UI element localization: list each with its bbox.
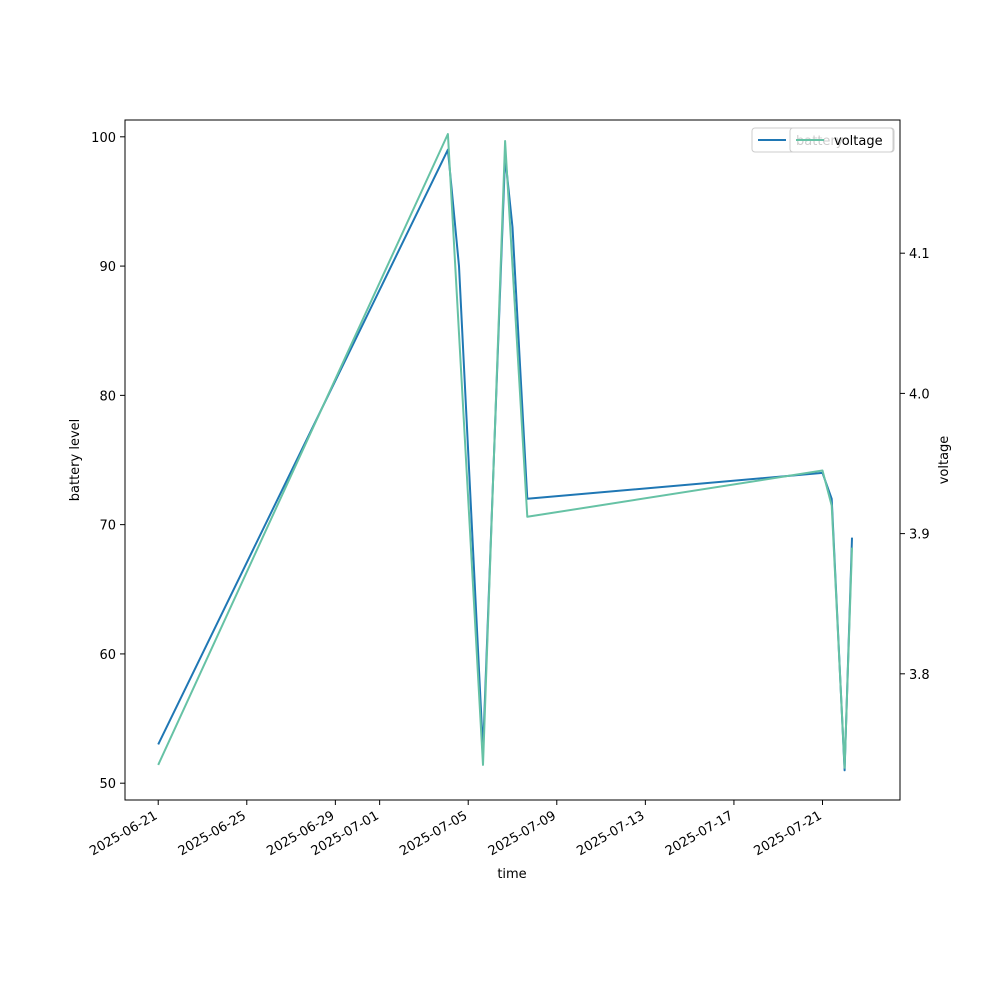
series-lines <box>157 133 853 772</box>
y2-tick-label: 4.1 <box>909 247 930 262</box>
y2-tick-label: 3.9 <box>909 528 930 543</box>
x-axis-label: time <box>497 867 526 882</box>
x-axis-ticks: 2025-06-21 2025-06-25 2025-06-292025-07-01… <box>87 800 825 859</box>
y-tick-label: 100 <box>91 131 116 146</box>
legend-box <box>789 127 894 153</box>
y-axis-label: battery level <box>68 419 83 502</box>
y-tick-label: 90 <box>99 260 116 275</box>
y2-tick-label: 4.0 <box>909 387 930 402</box>
x-tick-label: 2025-06-21 <box>87 808 160 859</box>
x-tick-label: 2025-07-17 <box>663 808 736 859</box>
x-tick-label: 2025-07-13 <box>574 808 647 859</box>
x-tick-label: 2025-07-09 <box>486 808 559 859</box>
x-tick-label: 2025-06-25 <box>176 808 249 859</box>
y-tick-label: 70 <box>99 519 116 534</box>
y-tick-label: 60 <box>99 648 116 663</box>
y2-axis-label: voltage <box>937 436 952 485</box>
x-tick-label: 2025-07-21 <box>752 808 825 859</box>
y-axis-ticks: 50 60 70 80 90 100 <box>91 131 125 792</box>
legend-label: voltage <box>834 134 883 149</box>
series-line-voltage <box>157 133 853 769</box>
y2-tick-label: 3.8 <box>909 668 930 683</box>
y-tick-label: 50 <box>99 777 116 792</box>
y2-axis-ticks: 3.8 3.9 4.0 4.1 <box>900 247 930 683</box>
x-tick-label: 2025-07-05 <box>397 808 470 859</box>
legend: batteryvoltage <box>751 127 895 153</box>
y-tick-label: 80 <box>99 389 116 404</box>
